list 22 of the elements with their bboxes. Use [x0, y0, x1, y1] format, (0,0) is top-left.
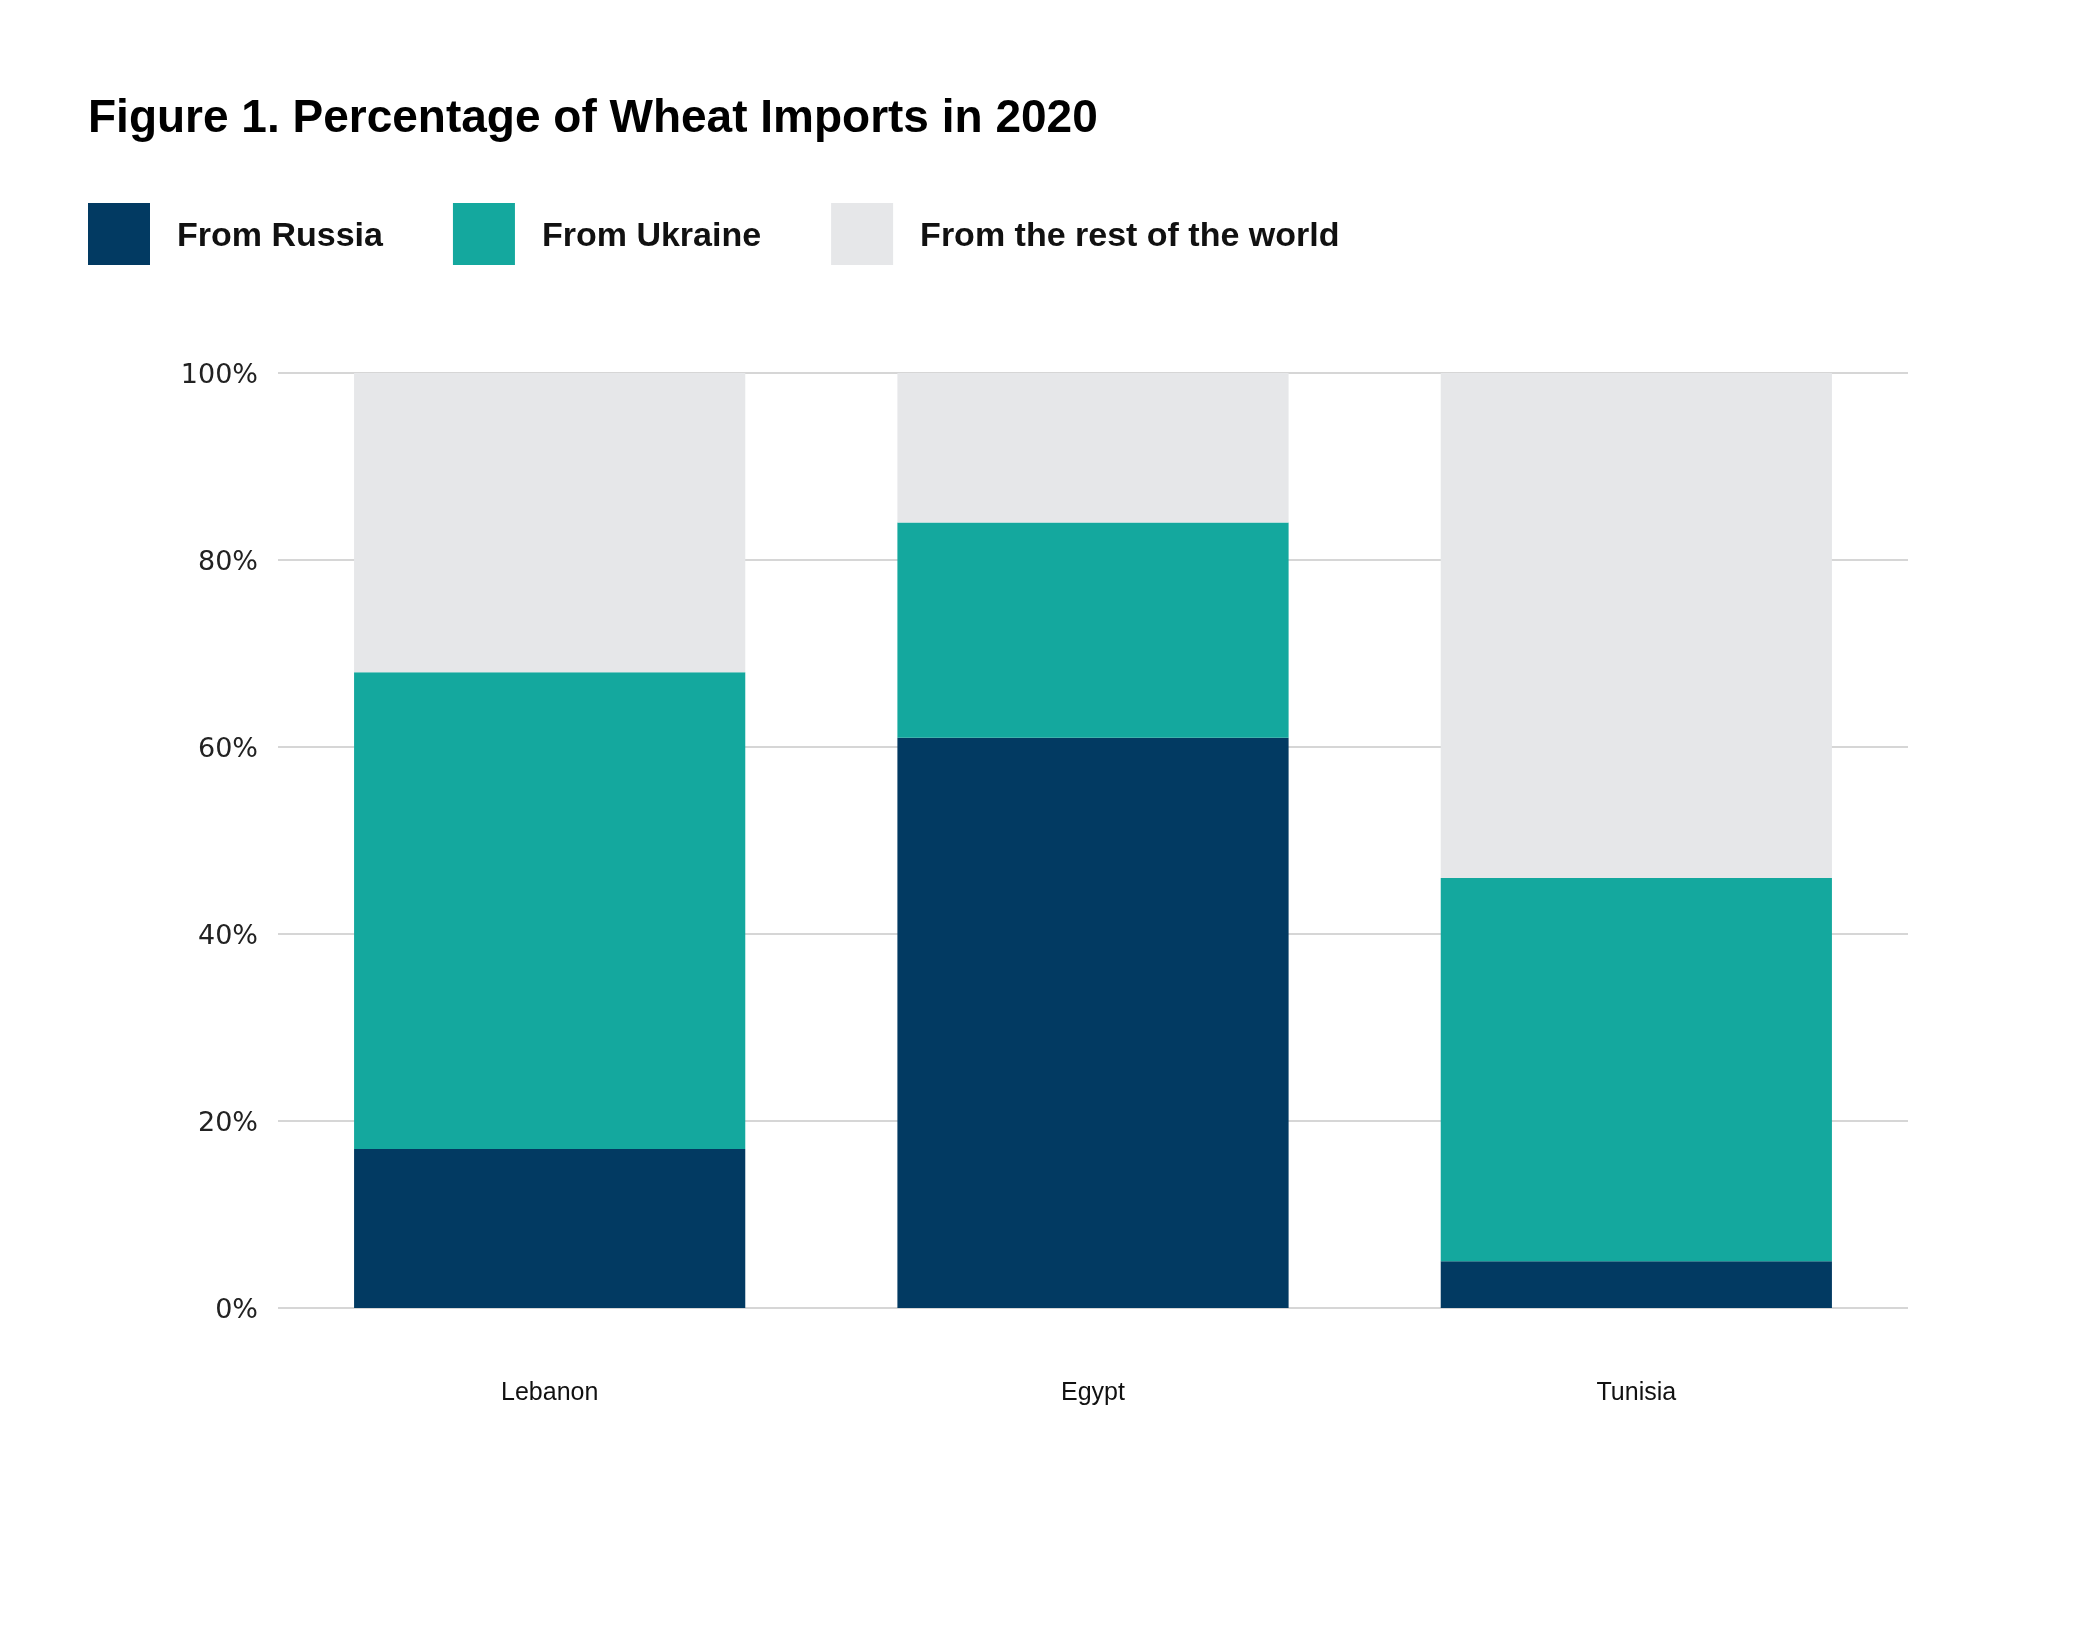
bar: [354, 373, 746, 673]
bar: [897, 522, 1289, 738]
bar: [1440, 373, 1832, 878]
bar: [354, 1149, 746, 1308]
bar: [1440, 877, 1832, 1262]
x-tick-label: Lebanon: [501, 1376, 599, 1405]
bar: [897, 373, 1289, 523]
bar: [354, 672, 746, 1150]
legend-label: From Ukraine: [541, 215, 762, 253]
y-tick-label: 40%: [197, 918, 258, 950]
x-tick-label: Egypt: [1061, 1376, 1126, 1405]
x-tick-label: Tunisia: [1596, 1376, 1677, 1405]
y-tick-label: 0%: [215, 1292, 258, 1324]
legend-label: From Russia: [177, 215, 385, 253]
y-tick-label: 80%: [197, 544, 258, 576]
chart-title: Figure 1. Percentage of Wheat Imports in 2020: [88, 90, 1098, 142]
bar: [897, 737, 1289, 1308]
y-tick-label: 100%: [180, 357, 258, 389]
y-tick-label: 20%: [197, 1105, 258, 1137]
bar: [1440, 1261, 1832, 1308]
legend-label: From the rest of the world: [920, 215, 1340, 253]
y-tick-label: 60%: [197, 731, 258, 763]
